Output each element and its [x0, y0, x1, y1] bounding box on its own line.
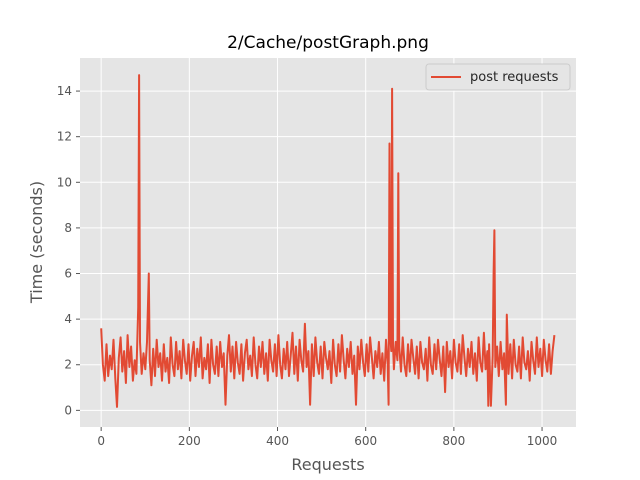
x-tick-label: 800	[442, 434, 465, 448]
y-tick-label: 2	[64, 358, 72, 372]
legend: post requests	[425, 63, 571, 91]
legend-box	[425, 63, 571, 91]
y-tick-label: 14	[57, 84, 72, 98]
x-axis-label: Requests	[291, 455, 364, 474]
x-tick-label: 200	[178, 434, 201, 448]
y-tick-label: 10	[57, 175, 72, 189]
y-tick-label: 6	[64, 267, 72, 281]
series-layer	[100, 74, 556, 408]
y-tick-label: 12	[57, 130, 72, 144]
y-axis-ticks: 0 2 4 6 8 10 12 14	[57, 84, 80, 417]
y-tick-label: 4	[64, 312, 72, 326]
y-tick-label: 0	[64, 403, 72, 417]
x-axis-ticks: 0 200 400 600 800 1000	[97, 427, 557, 448]
y-tick-label: 8	[64, 221, 72, 235]
y-axis-label: Time (seconds)	[27, 181, 46, 304]
x-tick-label: 600	[354, 434, 377, 448]
x-tick-label: 400	[266, 434, 289, 448]
x-tick-label: 1000	[527, 434, 558, 448]
legend-label: post requests	[470, 70, 559, 85]
series-line-post-requests	[100, 74, 556, 408]
x-tick-label: 0	[97, 434, 105, 448]
chart-title: 2/Cache/postGraph.png	[227, 33, 429, 53]
